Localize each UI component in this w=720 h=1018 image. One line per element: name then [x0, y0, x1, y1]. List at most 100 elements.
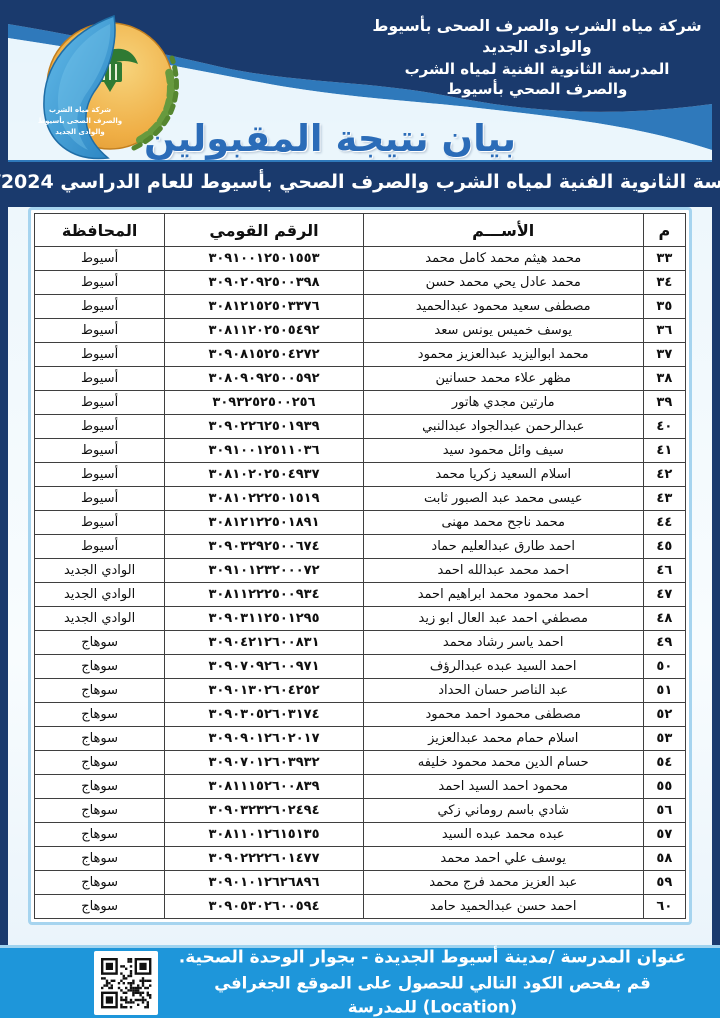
row-name: حسام الدين محمد محمود خليفه — [362, 750, 644, 775]
table-row: ٣٧ محمد ابواليزيد عبدالعزيز محمود ٣٠٩٠٨١… — [33, 342, 687, 367]
row-national-id: ٣٠٩٠٥٣٠٢٦٠٠٥٩٤ — [164, 894, 364, 919]
row-name: محمد ناجح محمد مهنى — [362, 510, 644, 535]
qr-instruction: قم بفحص الكود التالي للحصول على الموقع ا… — [214, 973, 651, 1017]
row-name: يوسف خميس يونس سعد — [362, 318, 644, 343]
row-governorate: سوهاج — [33, 702, 166, 727]
column-header-governorate: المحافظة — [33, 213, 166, 247]
footer-text-block: عنوان المدرسة /مدينة أسيوط الجديدة - بجو… — [170, 946, 695, 1018]
qr-modules — [101, 958, 152, 1009]
row-name: عيسى محمد عبد الصبور ثابت — [362, 486, 644, 511]
row-national-id: ٣٠٩٠٢٠٩٢٥٠٠٣٩٨ — [164, 270, 364, 295]
water-drop-icon — [43, 14, 116, 160]
table-row: ٣٥ مصطفى سعيد محمود عبدالحميد ٣٠٨١٢١٥٢٥٠… — [33, 294, 687, 319]
qr-code — [94, 951, 158, 1015]
row-name: شادي باسم روماني زكي — [362, 798, 644, 823]
row-name: سيف وائل محمود سيد — [362, 438, 644, 463]
row-national-id: ٣٠٩٠٢٢٢٢٦٠١٤٧٧ — [164, 846, 364, 871]
row-number: ٤٣ — [642, 486, 687, 511]
row-national-id: ٣٠٩٠٧٠١٢٦٠٣٩٣٢ — [164, 750, 364, 775]
row-national-id: ٣٠٩٠٢٢٦٢٥٠١٩٣٩ — [164, 414, 364, 439]
row-name: محمود احمد السيد احمد — [362, 774, 644, 799]
row-governorate: سوهاج — [33, 774, 166, 799]
row-governorate: سوهاج — [33, 750, 166, 775]
table-row: ٦٠ احمد حسن عبدالحميد حامد ٣٠٩٠٥٣٠٢٦٠٠٥٩… — [33, 894, 687, 919]
row-governorate: أسيوط — [33, 438, 166, 463]
row-national-id: ٣٠٨١٢١٥٢٥٠٣٣٧٦ — [164, 294, 364, 319]
row-name: مارتين مجدي هاتور — [362, 390, 644, 415]
row-name: احمد السيد عبده عبدالرؤف — [362, 654, 644, 679]
row-national-id: ٣٠٨١١٠١٢٦١٥١٣٥ — [164, 822, 364, 847]
row-governorate: سوهاج — [33, 894, 166, 919]
row-governorate: أسيوط — [33, 270, 166, 295]
row-governorate: أسيوط — [33, 294, 166, 319]
row-governorate: سوهاج — [33, 822, 166, 847]
column-header-national-id: الرقم القومي — [164, 213, 364, 247]
row-number: ٣٦ — [642, 318, 687, 343]
row-number: ٥٢ — [642, 702, 687, 727]
row-number: ٦٠ — [642, 894, 687, 919]
table-row: ٤٨ مصطفي احمد عبد العال ابو زيد ٣٠٩٠٣١١٢… — [33, 606, 687, 631]
company-logo: شركة مياه الشرب والصرف الصحى بأسيوط والو… — [22, 12, 190, 160]
table-row: ٤٥ احمد طارق عبدالعليم حماد ٣٠٩٠٣٢٩٢٥٠٠٦… — [33, 534, 687, 559]
row-national-id: ٣٠٩٠٣٠٥٢٦٠٣١٧٤ — [164, 702, 364, 727]
column-header-number: م — [642, 213, 687, 247]
table-row: ٥٧ عبده محمد عبده السيد ٣٠٨١١٠١٢٦١٥١٣٥ س… — [33, 822, 687, 847]
row-name: احمد طارق عبدالعليم حماد — [362, 534, 644, 559]
row-number: ٥٤ — [642, 750, 687, 775]
page-title: بيان نتيجة المقبولين — [143, 117, 517, 160]
table-row: ٥٨ يوسف علي احمد محمد ٣٠٩٠٢٢٢٢٦٠١٤٧٧ سوه… — [33, 846, 687, 871]
row-governorate: الوادي الجديد — [33, 606, 166, 631]
row-number: ٣٥ — [642, 294, 687, 319]
row-national-id: ٣٠٨١٢١٢٢٥٠١٨٩١ — [164, 510, 364, 535]
row-number: ٤١ — [642, 438, 687, 463]
row-governorate: الوادي الجديد — [33, 558, 166, 583]
row-national-id: ٣٠٩٠٣٢٩٢٥٠٠٦٧٤ — [164, 534, 364, 559]
table-row: ٥٥ محمود احمد السيد احمد ٣٠٨١١١٥٢٦٠٠٨٣٩ … — [33, 774, 687, 799]
results-card: م الأســـم الرقم القومي المحافظة ٣٣ محمد… — [28, 207, 692, 925]
row-number: ٣٤ — [642, 270, 687, 295]
table-row: ٤٣ عيسى محمد عبد الصبور ثابت ٣٠٨١٠٢٢٢٥٠١… — [33, 486, 687, 511]
row-number: ٣٧ — [642, 342, 687, 367]
row-national-id: ٣٠٩٣٢٥٢٥٠٠٢٥٦ — [164, 390, 364, 415]
laurel-wreath-icon — [136, 64, 175, 144]
row-name: مظهر علاء محمد حسانين — [362, 366, 644, 391]
row-number: ٥٠ — [642, 654, 687, 679]
row-national-id: ٣٠٩٠٣١١٢٥٠١٢٩٥ — [164, 606, 364, 631]
row-governorate: أسيوط — [33, 510, 166, 535]
table-row: ٤٦ احمد محمد عبدالله احمد ٣٠٩١٠١٢٣٢٠٠٠٧٢… — [33, 558, 687, 583]
table-row: ٤٧ احمد محمود محمد ابراهيم احمد ٣٠٨١١٢٢٢… — [33, 582, 687, 607]
row-name: احمد حسن عبدالحميد حامد — [362, 894, 644, 919]
row-name: احمد ياسر رشاد محمد — [362, 630, 644, 655]
row-name: عبده محمد عبده السيد — [362, 822, 644, 847]
company-name: شركة مياه الشرب والصرف الصحى بأسيوط والو… — [372, 17, 702, 57]
row-name: احمد محمد عبدالله احمد — [362, 558, 644, 583]
row-name: عبد العزيز محمد فرج محمد — [362, 870, 644, 895]
table-row: ٥٣ اسلام حمام محمد عبدالعزيز ٣٠٩٠٩٠١٢٦٠٢… — [33, 726, 687, 751]
table-row: ٥١ عبد الناصر حسان الحداد ٣٠٩٠١٣٠٢٦٠٤٢٥٢… — [33, 678, 687, 703]
row-governorate: سوهاج — [33, 726, 166, 751]
row-number: ٤٩ — [642, 630, 687, 655]
school-address: عنوان المدرسة /مدينة أسيوط الجديدة - بجو… — [178, 947, 687, 968]
row-name: عبد الناصر حسان الحداد — [362, 678, 644, 703]
logo-text-line3: والوادى الجديد — [55, 128, 104, 136]
logo-text-line2: والصرف الصحى بأسيوط — [38, 116, 122, 125]
school-name-line1: المدرسة الثانوية الفنية لمياه الشرب — [404, 59, 670, 78]
row-number: ٥٨ — [642, 846, 687, 871]
row-governorate: أسيوط — [33, 366, 166, 391]
row-national-id: ٣٠٩١٠١٢٣٢٠٠٠٧٢ — [164, 558, 364, 583]
row-national-id: ٣٠٩٠٧٠٩٢٦٠٠٩٧١ — [164, 654, 364, 679]
row-national-id: ٣٠٩٠١٠١٢٦٢٦٨٩٦ — [164, 870, 364, 895]
row-number: ٥٩ — [642, 870, 687, 895]
row-governorate: سوهاج — [33, 654, 166, 679]
company-logo-graphic: شركة مياه الشرب والصرف الصحى بأسيوط والو… — [38, 14, 179, 160]
results-table: م الأســـم الرقم القومي المحافظة ٣٣ محمد… — [33, 213, 687, 919]
row-number: ٤٢ — [642, 462, 687, 487]
row-governorate: سوهاج — [33, 630, 166, 655]
row-name: محمد هيثم محمد كامل محمد — [362, 246, 644, 271]
table-section: م الأســـم الرقم القومي المحافظة ٣٣ محمد… — [8, 207, 712, 950]
table-row: ٣٦ يوسف خميس يونس سعد ٣٠٨١١٢٠٢٥٠٥٤٩٢ أسي… — [33, 318, 687, 343]
company-block: شركة مياه الشرب والصرف الصحى بأسيوط والو… — [372, 16, 702, 100]
table-row: ٤٢ اسلام السعيد زكريا محمد ٣٠٨١٠٢٠٢٥٠٤٩٣… — [33, 462, 687, 487]
row-national-id: ٣٠٨٠٩٠٩٢٥٠٠٥٩٢ — [164, 366, 364, 391]
row-number: ٤٨ — [642, 606, 687, 631]
